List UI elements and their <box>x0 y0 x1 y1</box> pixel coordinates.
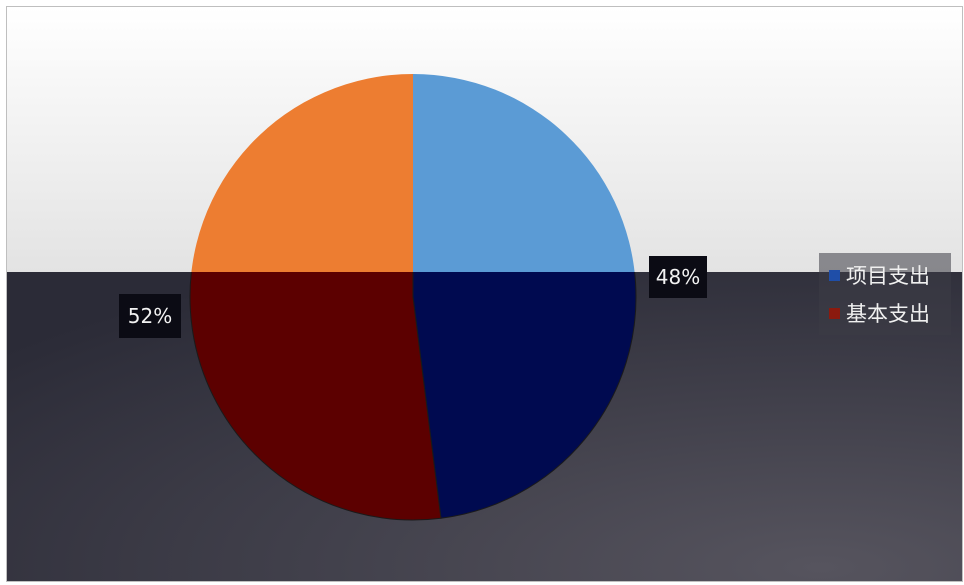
legend-label-project: 项目支出 <box>846 264 930 288</box>
legend-label-basic: 基本支出 <box>846 302 930 326</box>
data-label-box-0 <box>649 256 707 298</box>
pie-slice-0-highlight <box>413 74 635 272</box>
chart-area: 48% 52% 项目支出 基本支出 <box>6 6 963 582</box>
pie-chart: 48% 52% <box>7 7 962 581</box>
pie-slice-0 <box>412 272 637 519</box>
pie-slice-1 <box>189 272 442 521</box>
data-label-0: 48% <box>656 265 700 289</box>
pie-slice-1-highlight <box>191 74 413 272</box>
data-label-box-1 <box>119 294 181 338</box>
data-label-1: 52% <box>128 304 172 328</box>
legend-swatch-basic <box>829 307 840 319</box>
legend: 项目支出 基本支出 <box>819 253 951 335</box>
legend-item-basic: 基本支出 <box>829 299 930 327</box>
legend-swatch-project <box>829 269 840 281</box>
legend-item-project: 项目支出 <box>829 261 930 289</box>
